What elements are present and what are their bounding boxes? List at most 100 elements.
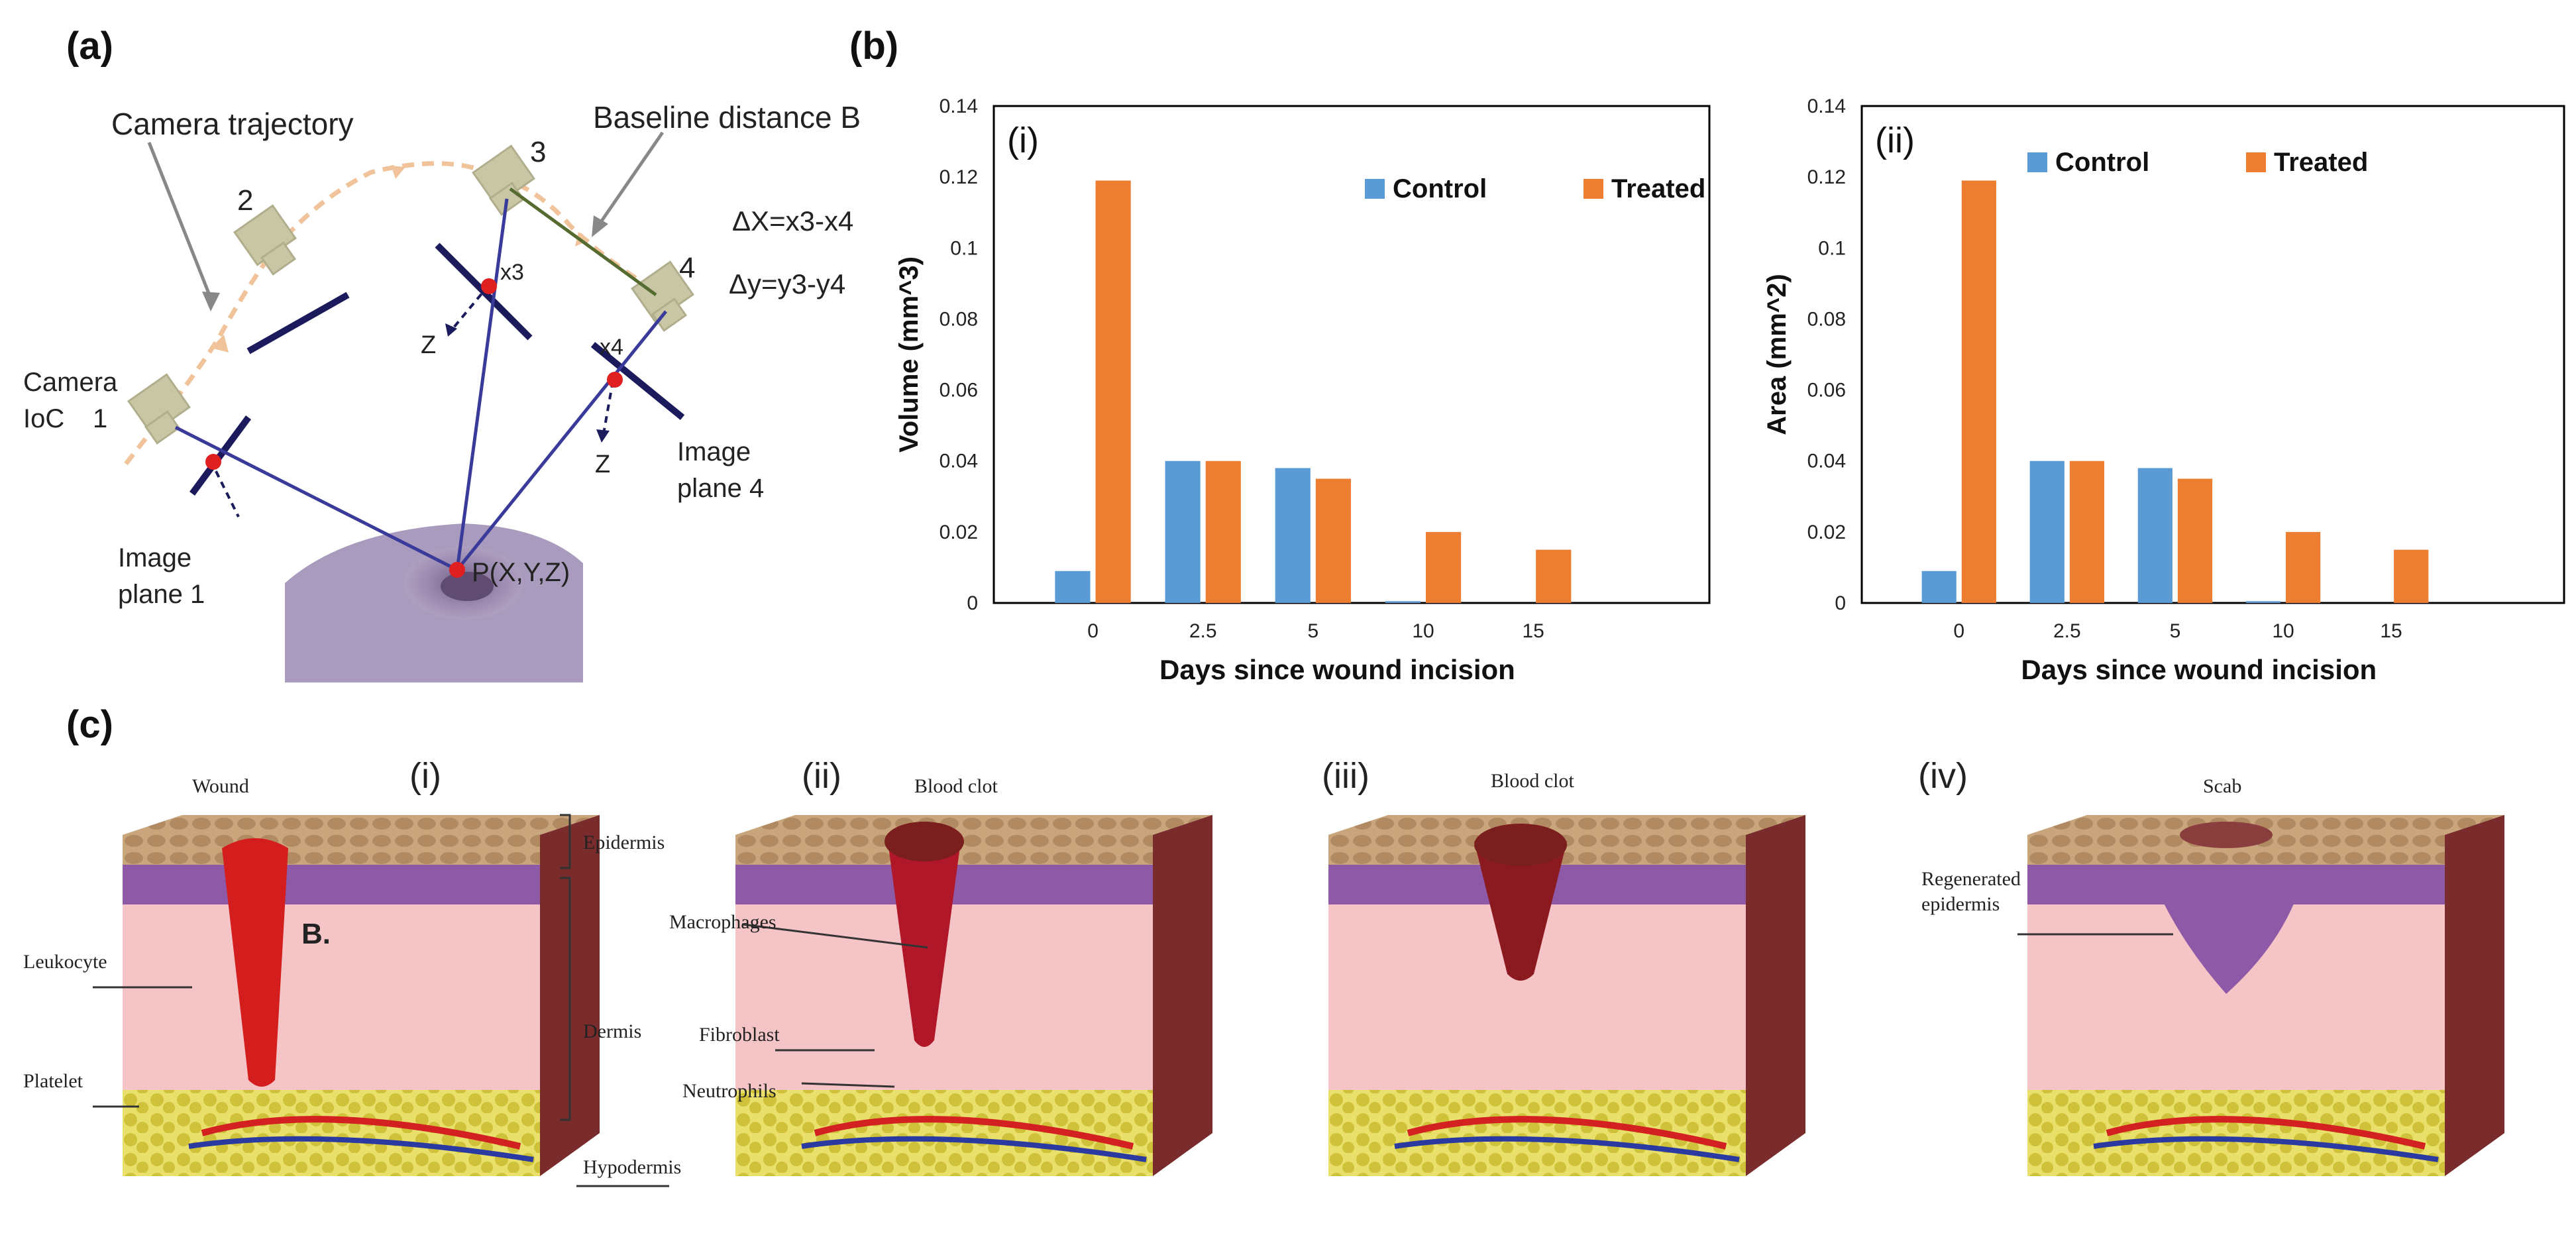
bar-control-5 [1275,468,1311,603]
x-tick-label: 2.5 [1189,620,1217,642]
regenerated-label-2: epidermis [1921,893,2000,915]
skin-block-i [123,815,600,1176]
chart-ii-svg: 0 0.02 0.04 0.06 0.08 0.1 0.12 0.14 Area (mm^2) D… [1762,95,2565,685]
y-tick-label: 0.1 [1818,237,1846,259]
projection-point-4 [607,372,623,388]
bar-control-0 [1921,571,1957,603]
y-tick-label: 0 [1835,592,1846,614]
baseline-distance-label: Baseline distance B [593,100,861,135]
ray-4 [456,310,667,571]
x4-label: x4 [600,335,623,360]
baseline-arrow [594,131,665,230]
b-mark-label: B. [301,918,331,950]
legend-label-treated: Treated [1611,174,1705,203]
neutrophils-leader [801,1082,895,1088]
chart-panel-label: (i) [1007,121,1039,160]
plot-frame [993,105,1711,604]
z-axis-3 [449,284,490,333]
panel-label-a: (a) [66,25,113,68]
bar-treated-10 [2286,531,2321,603]
panel-c: (i) (ii) (iii) (iv) Wound B. Leukocyte P… [0,729,2576,1246]
legend-label-treated: Treated [2274,148,2368,177]
panel-label-c: (c) [66,703,113,746]
bar-treated-15 [2394,549,2429,603]
ray-1 [174,425,458,572]
bar-treated-2.5 [2069,461,2105,603]
camera-2-number: 2 [237,184,254,217]
y-tick-label: 0.06 [1807,380,1846,402]
x-tick-label: 15 [1522,620,1544,642]
chart-i: 0 0.02 0.04 0.06 0.08 0.1 0.12 0.14 Volume (mm^3… [881,93,1723,702]
camera-1 [127,373,191,445]
epidermis-label: Epidermis [583,832,665,853]
legend-swatch-treated [1583,179,1603,199]
bar-control-10 [1385,601,1421,603]
blood-clot-label-ii: Blood clot [914,775,998,797]
camera-trajectory-arrow [147,142,214,302]
y-tick-label: 0.04 [939,451,978,472]
image-plane-1-label-a: Image [118,543,192,572]
neutrophils-label: Neutrophils [682,1080,777,1102]
bar-control-2.5 [1165,461,1201,603]
bar-treated-15 [1536,549,1572,603]
image-plane-4-label-b: plane 4 [677,474,765,503]
ray-3 [455,198,509,571]
image-plane-4-bar [590,342,685,420]
delta-x-label: ΔX=x3-x4 [732,205,854,237]
y-tick-label: 0.06 [939,380,978,402]
skin-block-iii [1328,815,1805,1176]
macrophages-label: Macrophages [669,911,777,933]
camera-2 [233,204,297,276]
y-tick-label: 0.12 [939,166,978,188]
bar-treated-2.5 [1205,461,1241,603]
x-tick-label: 0 [1953,620,1964,642]
bar-treated-0 [1961,180,1996,603]
camera-3-number: 3 [530,136,547,168]
bar-control-10 [2245,601,2281,603]
legend-swatch-treated [2246,152,2266,172]
y-tick-label: 0.08 [1807,308,1846,330]
y-tick-label: 0.02 [1807,521,1846,543]
camera-ioc-label: IoC [23,404,65,433]
bar-treated-5 [2177,478,2213,603]
epidermis-bracket [560,814,571,869]
regenerated-label-1: Regenerated [1921,868,2021,890]
scab-label: Scab [2203,775,2242,797]
skin-block-ii [735,815,1212,1176]
z-label-4: Z [595,451,611,478]
x-axis-label: Days since wound incision [2021,654,2377,685]
point-p-marker [449,562,465,578]
z-label-3: Z [421,331,437,359]
y-tick-label: 0 [967,592,978,614]
dermis-label: Dermis [583,1020,642,1042]
camera-trajectory-path [124,161,637,466]
image-plane-4-label-a: Image [677,437,751,466]
bar-treated-5 [1315,478,1352,603]
delta-y-label: Δy=y3-y4 [729,268,846,299]
bar-treated-0 [1095,180,1131,603]
wound-label: Wound [192,775,249,797]
y-axis-label: Volume (mm^3) [894,256,924,453]
camera-3 [472,144,535,216]
x-tick-label: 2.5 [2053,620,2081,642]
y-tick-label: 0.12 [1807,166,1846,188]
y-axis-label: Area (mm^2) [1762,274,1792,435]
hypodermis-label: Hypodermis [583,1156,682,1178]
bar-control-5 [2137,468,2173,603]
legend-label-control: Control [1393,174,1487,203]
chart-panel-label: (ii) [1875,121,1915,160]
fibroblast-label: Fibroblast [699,1024,780,1046]
projection-point-3 [481,278,497,294]
dermis-bracket [560,877,571,1121]
camera-4 [631,260,694,332]
x3-label: x3 [500,260,524,285]
x-tick-label: 0 [1087,620,1099,642]
stage-i-label: (i) [409,756,441,796]
blood-clot-label-iii: Blood clot [1491,770,1574,792]
y-tick-label: 0.1 [950,237,978,259]
legend-swatch-control [2027,152,2047,172]
image-plane-1-bar [189,415,252,496]
panel-a-diagram [124,131,694,682]
stage-iv-label: (iv) [1918,756,1968,796]
baseline-line [509,187,657,297]
